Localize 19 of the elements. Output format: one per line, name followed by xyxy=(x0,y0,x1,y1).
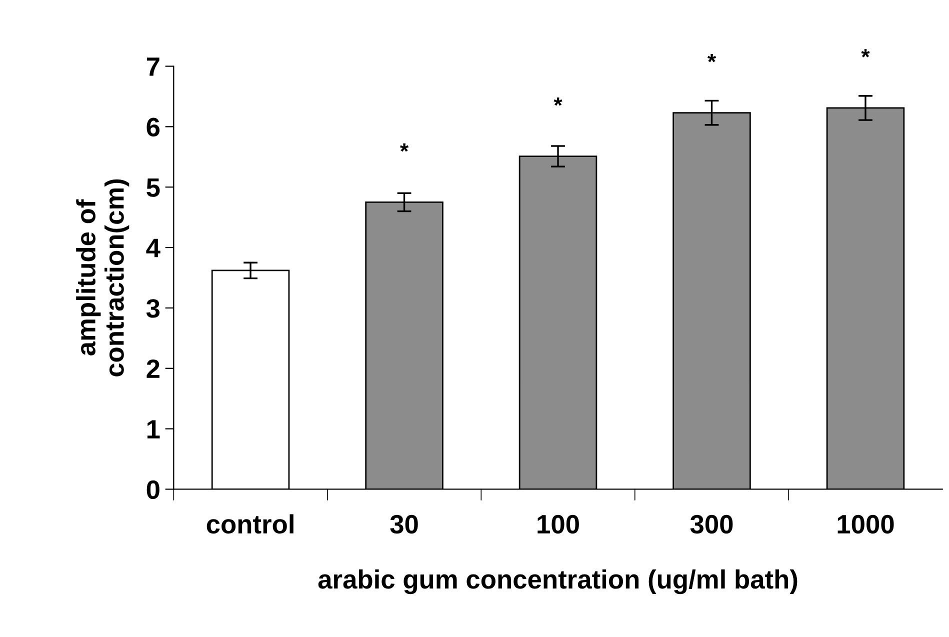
annotation: * xyxy=(400,143,409,152)
x-tick-label: 300 xyxy=(690,514,733,534)
x-tick-label: 1000 xyxy=(838,514,894,534)
x-tick-label: control xyxy=(206,514,294,534)
annotation: * xyxy=(861,49,870,58)
annotation: * xyxy=(554,97,562,106)
y-tick-label: 5 xyxy=(146,178,160,197)
y-tick-label: 0 xyxy=(146,480,160,500)
y-tick-label: 7 xyxy=(146,58,160,76)
x-axis-title: arabic gum concentration (ug/ml bath) xyxy=(318,569,798,594)
x-tick-label: 30 xyxy=(390,514,418,534)
y-tick-label: 3 xyxy=(146,299,160,318)
y-tick-label: 1 xyxy=(147,420,160,438)
y-tick-label: 4 xyxy=(146,238,160,258)
y-tick-label: 6 xyxy=(146,118,160,136)
y-axis-title: amplitude of contraction(cm) xyxy=(76,179,130,376)
x-tick-label: 100 xyxy=(538,514,579,534)
y-tick-label: 2 xyxy=(146,360,160,378)
annotation: * xyxy=(707,54,716,62)
